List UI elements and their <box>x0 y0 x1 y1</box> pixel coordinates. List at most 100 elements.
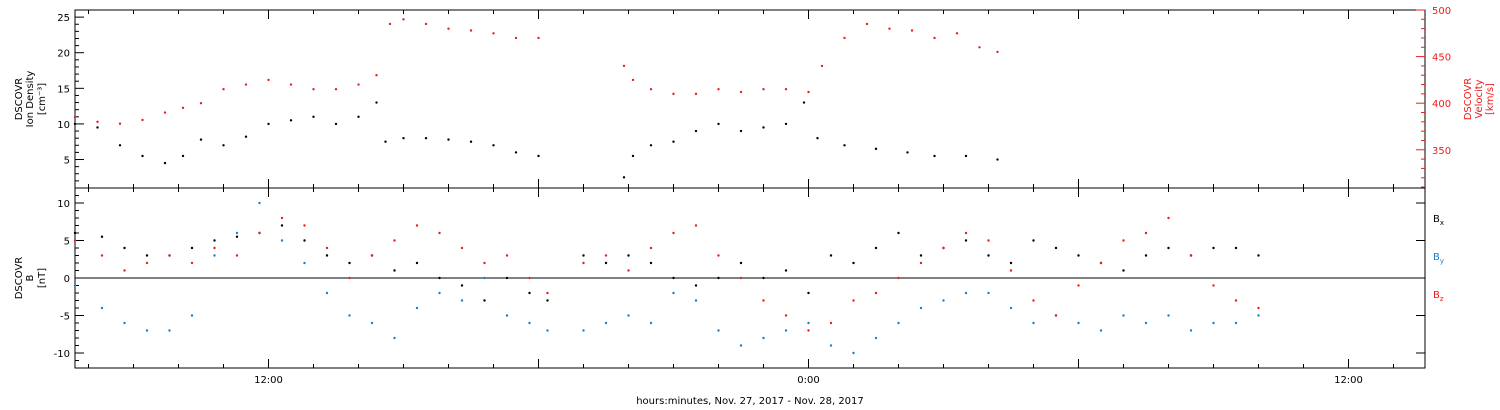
data-point <box>181 154 185 158</box>
velocity-tick-label: 450 <box>1432 53 1451 64</box>
density-axis-label-line1: DSCOVR <box>14 78 25 121</box>
data-point <box>1122 314 1125 317</box>
data-point <box>483 261 486 265</box>
data-point <box>438 291 441 295</box>
x-tick-label: 12:00 <box>1334 375 1363 386</box>
velocity-axis-label-line3: [km/s] <box>1485 83 1496 115</box>
y-tick-label: 10 <box>57 199 70 210</box>
data-point <box>672 231 675 235</box>
data-point <box>739 90 743 94</box>
data-point <box>1167 246 1170 250</box>
data-point <box>163 161 167 165</box>
data-point <box>888 27 891 30</box>
data-point <box>897 231 900 235</box>
data-point <box>267 122 270 126</box>
data-point <box>649 144 653 147</box>
data-point <box>829 254 833 257</box>
data-point <box>334 88 338 91</box>
data-point <box>1234 321 1238 325</box>
data-point <box>492 144 495 147</box>
data-point <box>762 336 765 340</box>
data-point <box>964 239 968 242</box>
data-point <box>739 276 743 280</box>
data-point <box>802 101 806 104</box>
data-point <box>694 92 698 96</box>
data-point <box>762 299 765 302</box>
data-point <box>546 291 549 295</box>
data-point <box>762 276 765 280</box>
plasma-panel: 5 10 15 20 25 350 400 450 500 DSCOVR Ion Densit… <box>14 6 1496 189</box>
series-bz <box>73 216 1260 332</box>
data-point <box>717 276 720 280</box>
data-point <box>141 118 144 122</box>
data-point <box>289 119 293 122</box>
data-point <box>874 336 878 340</box>
data-point <box>582 254 585 257</box>
data-point <box>73 122 77 126</box>
data-point <box>348 261 351 265</box>
data-point <box>1212 284 1215 287</box>
data-point <box>865 22 869 26</box>
data-point <box>762 88 765 91</box>
data-point <box>123 269 126 272</box>
data-point <box>604 321 608 325</box>
data-point <box>622 176 626 179</box>
data-point <box>424 22 428 26</box>
time-axis: 12:00 0:00 12:00 <box>88 188 1394 386</box>
x-tick-label: 0:00 <box>797 375 819 386</box>
data-point <box>244 83 248 86</box>
data-point <box>784 88 788 91</box>
series-ion-density <box>73 101 999 179</box>
data-point <box>1257 254 1260 257</box>
data-point <box>181 106 185 110</box>
data-point <box>438 276 441 280</box>
b-axis: -10 -5 0 5 10 <box>54 187 1425 369</box>
data-point <box>784 329 788 332</box>
data-point <box>717 254 720 257</box>
data-point <box>190 246 194 250</box>
data-point <box>1234 299 1238 302</box>
b-legend: Bx By Bz <box>1433 214 1444 303</box>
data-point <box>582 261 585 265</box>
data-point <box>784 122 788 126</box>
data-point <box>1032 239 1035 242</box>
data-point <box>118 144 122 147</box>
data-point <box>235 254 239 257</box>
density-axis-label-line3: [cm⁻³] <box>37 83 48 115</box>
data-point <box>528 321 531 325</box>
data-point <box>1212 321 1215 325</box>
data-point <box>978 46 981 49</box>
data-point <box>258 201 261 205</box>
data-point <box>987 239 990 242</box>
data-point <box>1077 284 1080 287</box>
data-point <box>1009 306 1013 310</box>
data-point <box>919 254 923 257</box>
data-point <box>73 115 77 119</box>
data-point <box>514 36 518 40</box>
data-point <box>384 140 387 143</box>
data-point <box>123 321 126 325</box>
data-point <box>163 111 167 114</box>
data-point <box>469 140 473 143</box>
data-point <box>546 329 549 332</box>
data-point <box>627 314 630 317</box>
data-point <box>528 291 531 295</box>
data-point <box>402 136 405 140</box>
x-tick-label: 12:00 <box>254 375 283 386</box>
data-point <box>303 261 306 265</box>
data-point <box>874 246 878 250</box>
data-point <box>933 36 936 40</box>
data-point <box>1234 246 1238 250</box>
data-point <box>672 276 675 280</box>
data-point <box>235 235 239 238</box>
data-point <box>222 88 225 91</box>
data-point <box>96 120 99 124</box>
b-axis-label-line2: B <box>25 274 36 281</box>
data-point <box>199 101 203 105</box>
data-point <box>235 231 239 235</box>
data-point <box>694 224 698 227</box>
legend-subscript: x <box>1440 219 1444 227</box>
data-point <box>213 239 216 242</box>
velocity-axis: 350 400 450 500 <box>1416 6 1451 188</box>
